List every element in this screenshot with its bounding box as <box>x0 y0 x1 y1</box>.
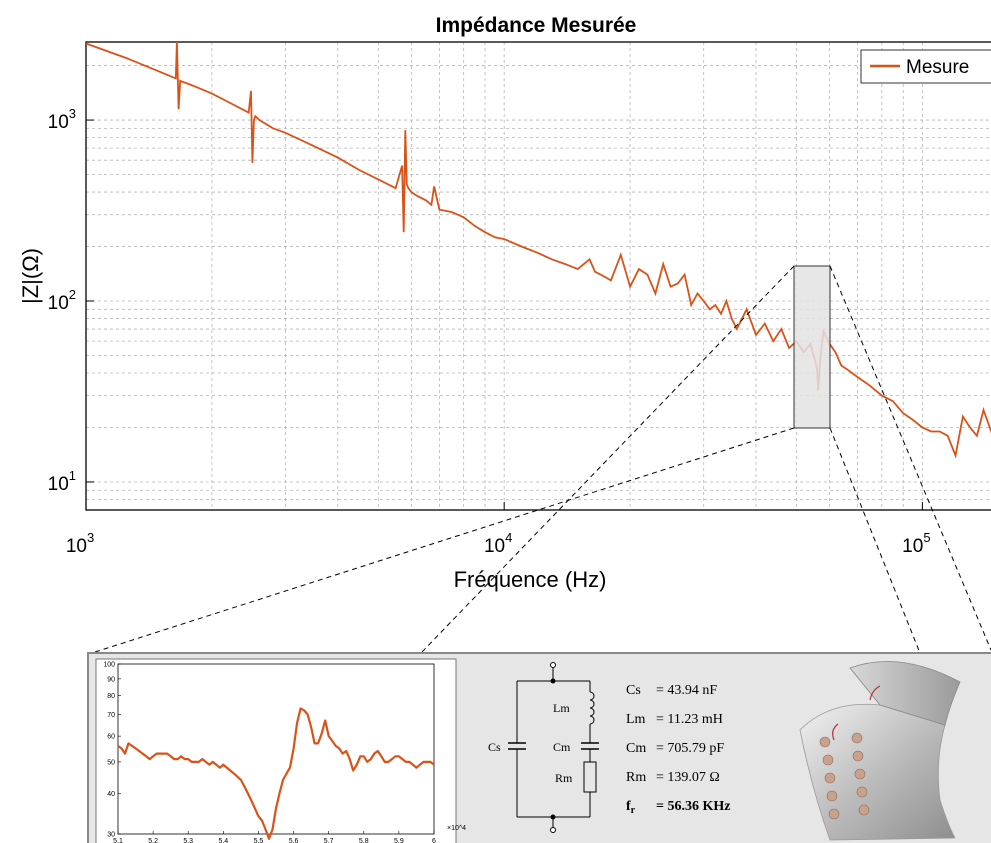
main-series <box>86 42 991 459</box>
zoom-guide-line <box>829 265 991 651</box>
legend-label: Mesure <box>906 57 969 78</box>
series-line-mesure <box>86 42 991 459</box>
metal-plate <box>799 703 956 841</box>
param-value: = 139.07 Ω <box>656 770 720 785</box>
lm-label: Lm <box>553 701 570 715</box>
inset-x-tick-label: 5.7 <box>324 838 334 843</box>
x-tick-label: 104 <box>484 530 512 557</box>
inset-y-tick-label: 40 <box>107 791 115 798</box>
inset-x-tick-label: 5.9 <box>394 838 404 843</box>
inset-x-tick-label: 5.1 <box>113 838 123 843</box>
terminal-bottom <box>550 827 556 833</box>
device-photo <box>799 661 961 841</box>
inset-x-tick-label: 5.5 <box>254 838 264 843</box>
rm-label: Rm <box>555 771 573 785</box>
param-value: = 11.23 mH <box>656 712 723 727</box>
inset-y-tick-label: 100 <box>103 662 115 669</box>
param-name: Rm <box>626 770 646 785</box>
inset-y-tick-label: 60 <box>107 734 115 741</box>
x-tick-label: 103 <box>66 530 94 557</box>
param-value: = 705.79 pF <box>656 741 724 756</box>
inset-x-tick-label: 5.8 <box>359 838 369 843</box>
wire-lead <box>869 685 881 701</box>
inset-y-tick-label: 90 <box>107 676 115 683</box>
y-tick-label: 102 <box>48 287 76 314</box>
circuit-diagram <box>508 662 599 833</box>
param-value: = 56.36 KHz <box>656 799 730 814</box>
sensor-elements <box>819 732 870 820</box>
inset-x-tick-label: 5.3 <box>183 838 193 843</box>
inset-chart: 5.1 5.2 5.3 5.4 5.5 5.6 5.7 5.8 5.9 6 30 40 50 60 70 80… <box>95 658 466 843</box>
inset-y-tick-label: 70 <box>107 712 115 719</box>
inset-x-tick-label: 5.4 <box>218 838 228 843</box>
y-axis-label: |Z|(Ω) <box>18 248 43 304</box>
inset-x-tick-label: 5.6 <box>289 838 299 843</box>
terminal-top <box>550 662 556 668</box>
x-tick-label: 105 <box>902 530 930 557</box>
plot-area-frame <box>85 41 991 511</box>
zoom-region-box <box>793 265 831 429</box>
inset-series-line <box>117 707 435 840</box>
zoom-guide-line <box>420 265 795 654</box>
param-name: Cm <box>626 741 646 756</box>
inset-x-tick-label: 6 <box>432 838 436 843</box>
inset-y-tick-label: 80 <box>107 693 115 700</box>
inset-background <box>95 658 457 843</box>
x-axis-label: Fréquence (Hz) <box>454 567 607 592</box>
inductor-lm <box>589 691 595 725</box>
main-grid <box>85 42 991 511</box>
inset-frame <box>117 663 435 835</box>
zoom-guide-line <box>829 427 921 654</box>
param-value: = 43.94 nF <box>656 683 717 698</box>
metal-flap <box>849 661 961 726</box>
inset-y-tick-label: 50 <box>107 759 115 766</box>
legend: Mesure <box>860 49 991 84</box>
wire-lead <box>832 723 839 741</box>
cm-label: Cm <box>553 740 571 754</box>
y-tick-label: 103 <box>48 106 76 133</box>
inset-x-tick-label: 5.2 <box>148 838 158 843</box>
cs-label: Cs <box>488 740 501 754</box>
inset-y-tick-label: 30 <box>107 832 115 839</box>
junction <box>550 678 556 684</box>
parameter-list: Cs = 43.94 nF Lm = 11.23 mH Cm = 705.79 … <box>626 683 730 816</box>
param-name: Cs <box>626 683 641 698</box>
inset-x-multiplier: ×10^4 <box>447 825 466 832</box>
param-name: Lm <box>626 712 646 727</box>
zoom-guide-line <box>91 427 795 654</box>
param-name: fr <box>626 799 636 816</box>
inset-series <box>117 707 435 840</box>
chart-title: Impédance Mesurée <box>436 14 637 37</box>
y-tick-label: 101 <box>48 468 76 495</box>
inset-axis-ticks: 5.1 5.2 5.3 5.4 5.5 5.6 5.7 5.8 5.9 6 30 40 50 60 70 80… <box>103 662 436 843</box>
